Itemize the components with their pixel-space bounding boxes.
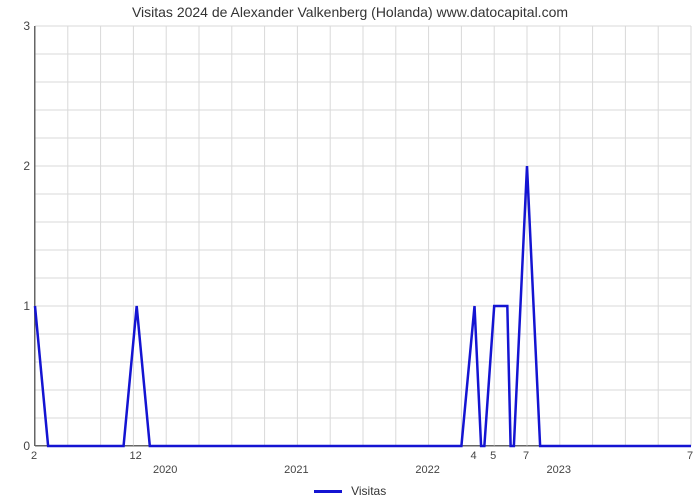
x-year-label: 2022 <box>415 464 439 476</box>
legend: Visitas <box>0 484 700 498</box>
legend-label: Visitas <box>351 484 386 498</box>
y-tick-label: 3 <box>10 19 30 33</box>
legend-swatch <box>314 490 342 493</box>
x-value-label: 12 <box>130 450 142 462</box>
y-tick-label: 1 <box>10 299 30 313</box>
x-value-label: 4 <box>470 450 476 462</box>
plot-svg <box>35 26 691 446</box>
x-value-label: 7 <box>687 450 693 462</box>
y-tick-label: 0 <box>10 439 30 453</box>
x-value-label: 2 <box>31 450 37 462</box>
x-year-label: 2020 <box>153 464 177 476</box>
plot-area <box>34 26 690 446</box>
y-tick-label: 2 <box>10 159 30 173</box>
visits-chart: Visitas 2024 de Alexander Valkenberg (Ho… <box>0 0 700 500</box>
x-value-label: 7 <box>523 450 529 462</box>
chart-title: Visitas 2024 de Alexander Valkenberg (Ho… <box>0 4 700 20</box>
x-year-label: 2023 <box>547 464 571 476</box>
x-year-label: 2021 <box>284 464 308 476</box>
x-value-label: 5 <box>490 450 496 462</box>
